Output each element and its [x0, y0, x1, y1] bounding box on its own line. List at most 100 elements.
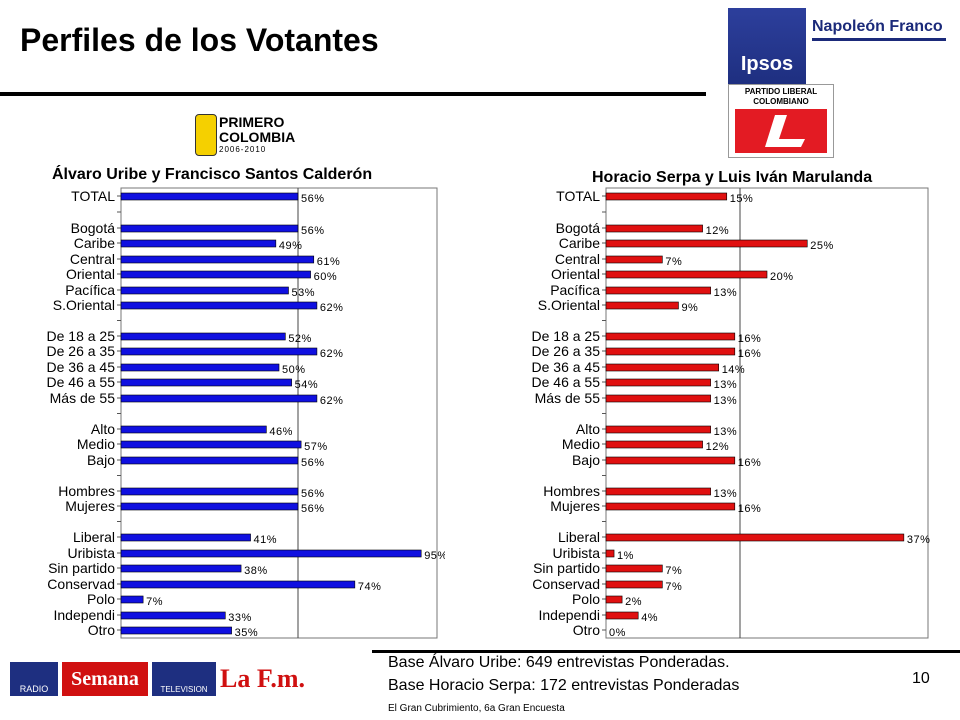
uribe-category-label: De 36 a 45: [47, 359, 116, 375]
serpa-category-label: Medio: [562, 436, 600, 452]
uribe-value-label: 74%: [358, 581, 382, 593]
serpa-bar: [605, 394, 711, 403]
uribe-category-label: Liberal: [73, 529, 115, 545]
serpa-bar: [605, 502, 736, 511]
uribe-bar: [120, 502, 299, 511]
page-number: 10: [912, 670, 930, 687]
uribe-bar: [120, 192, 299, 201]
uribe-bar: [120, 611, 226, 620]
uribe-value-label: 62%: [320, 302, 344, 314]
left-chart-title: Álvaro Uribe y Francisco Santos Calderón: [52, 166, 373, 183]
serpa-category-label: Caribe: [559, 235, 600, 251]
serpa-value-label: 16%: [738, 348, 762, 360]
serpa-bar: [605, 487, 711, 496]
footer-divider: [372, 650, 960, 653]
uribe-value-label: 53%: [291, 287, 315, 299]
uribe-bar: [120, 301, 318, 310]
uribe-value-label: 62%: [320, 348, 344, 360]
uribe-category-label: Pacífica: [65, 282, 115, 298]
serpa-value-label: 12%: [706, 441, 730, 453]
partido-liberal-logo: PARTIDO LIBERAL COLOMBIANO: [728, 84, 834, 158]
serpa-value-label: 13%: [714, 426, 738, 438]
serpa-bar: [605, 580, 663, 589]
partido-liberal-text: PARTIDO LIBERAL COLOMBIANO: [744, 87, 818, 106]
uribe-bar: [120, 533, 251, 542]
serpa-value-label: 7%: [665, 256, 682, 268]
serpa-category-label: De 46 a 55: [532, 374, 601, 390]
serpa-bar-chart: TOTAL 15% Bogotá 12% Caribe 25% Central 7% Orien…: [532, 187, 930, 639]
uribe-bar: [120, 394, 318, 403]
serpa-value-label: 16%: [738, 457, 762, 469]
rcn-tv-logo: TELEVISION: [152, 662, 216, 696]
serpa-bar: [605, 224, 703, 233]
serpa-bar: [605, 564, 663, 573]
uribe-bar: [120, 239, 277, 248]
uribe-value-label: 56%: [301, 488, 325, 500]
uribe-category-label: S.Oriental: [53, 297, 115, 313]
serpa-category-label: Bajo: [572, 452, 600, 468]
serpa-category-label: Pacífica: [550, 282, 600, 298]
serpa-value-label: 25%: [810, 240, 834, 252]
serpa-value-label: 13%: [714, 488, 738, 500]
serpa-value-label: 0%: [609, 627, 626, 639]
serpa-value-label: 13%: [714, 395, 738, 407]
uribe-value-label: 46%: [269, 426, 293, 438]
primero-colombia-line1: PRIMERO: [219, 114, 285, 130]
napoleon-franco-logo: Napoleón Franco: [812, 18, 943, 35]
serpa-bar: [605, 533, 905, 542]
primero-colombia-logo: PRIMERO COLOMBIA 2006-2010: [193, 112, 303, 160]
uribe-value-label: 60%: [314, 271, 338, 283]
uribe-bar: [120, 626, 232, 635]
serpa-value-label: 13%: [714, 287, 738, 299]
uribe-category-label: Alto: [91, 421, 115, 437]
uribe-value-label: 56%: [301, 193, 325, 205]
uribe-category-label: De 46 a 55: [47, 374, 116, 390]
lafm-logo: La F.m.: [220, 664, 305, 693]
uribe-category-label: Uribista: [68, 545, 116, 561]
serpa-bar: [605, 332, 736, 341]
serpa-category-label: Liberal: [558, 529, 600, 545]
uribe-value-label: 54%: [295, 379, 319, 391]
serpa-value-label: 2%: [625, 596, 642, 608]
uribe-category-label: TOTAL: [71, 188, 115, 204]
serpa-category-label: Independi: [538, 607, 600, 623]
raised-hand-icon: [195, 114, 217, 156]
uribe-bar: [120, 378, 292, 387]
serpa-bar: [605, 192, 728, 201]
uribe-category-label: De 18 a 25: [47, 328, 116, 344]
uribe-category-label: Independi: [53, 607, 115, 623]
serpa-category-label: S.Oriental: [538, 297, 600, 313]
serpa-category-label: Uribista: [553, 545, 601, 561]
uribe-category-label: Más de 55: [50, 390, 116, 406]
semana-logo: Semana: [62, 662, 148, 696]
serpa-category-label: Central: [555, 251, 600, 267]
uribe-category-label: Sin partido: [48, 560, 115, 576]
serpa-value-label: 7%: [665, 565, 682, 577]
serpa-value-label: 20%: [770, 271, 794, 283]
uribe-category-label: Oriental: [66, 266, 115, 282]
serpa-bar: [605, 239, 808, 248]
serpa-bar: [605, 549, 615, 558]
serpa-category-label: Sin partido: [533, 560, 600, 576]
uribe-bar: [120, 255, 315, 264]
uribe-bar: [120, 456, 299, 465]
serpa-category-label: Mujeres: [550, 498, 600, 514]
serpa-bar: [605, 347, 736, 356]
serpa-bar: [605, 255, 663, 264]
uribe-bar: [120, 440, 302, 449]
serpa-category-label: Conservad: [532, 576, 600, 592]
right-chart-title: Horacio Serpa y Luis Iván Marulanda: [592, 169, 873, 186]
serpa-value-label: 16%: [738, 333, 762, 345]
serpa-bar: [605, 425, 711, 434]
primero-colombia-years: 2006-2010: [219, 145, 267, 154]
serpa-value-label: 12%: [706, 225, 730, 237]
uribe-value-label: 38%: [244, 565, 268, 577]
uribe-value-label: 61%: [317, 256, 341, 268]
serpa-category-label: Alto: [576, 421, 600, 437]
serpa-bar: [605, 363, 719, 372]
uribe-category-label: Mujeres: [65, 498, 115, 514]
ipsos-logo: Ipsos: [728, 8, 806, 84]
serpa-value-label: 16%: [738, 503, 762, 515]
serpa-bar: [605, 595, 623, 604]
uribe-bar: [120, 564, 242, 573]
